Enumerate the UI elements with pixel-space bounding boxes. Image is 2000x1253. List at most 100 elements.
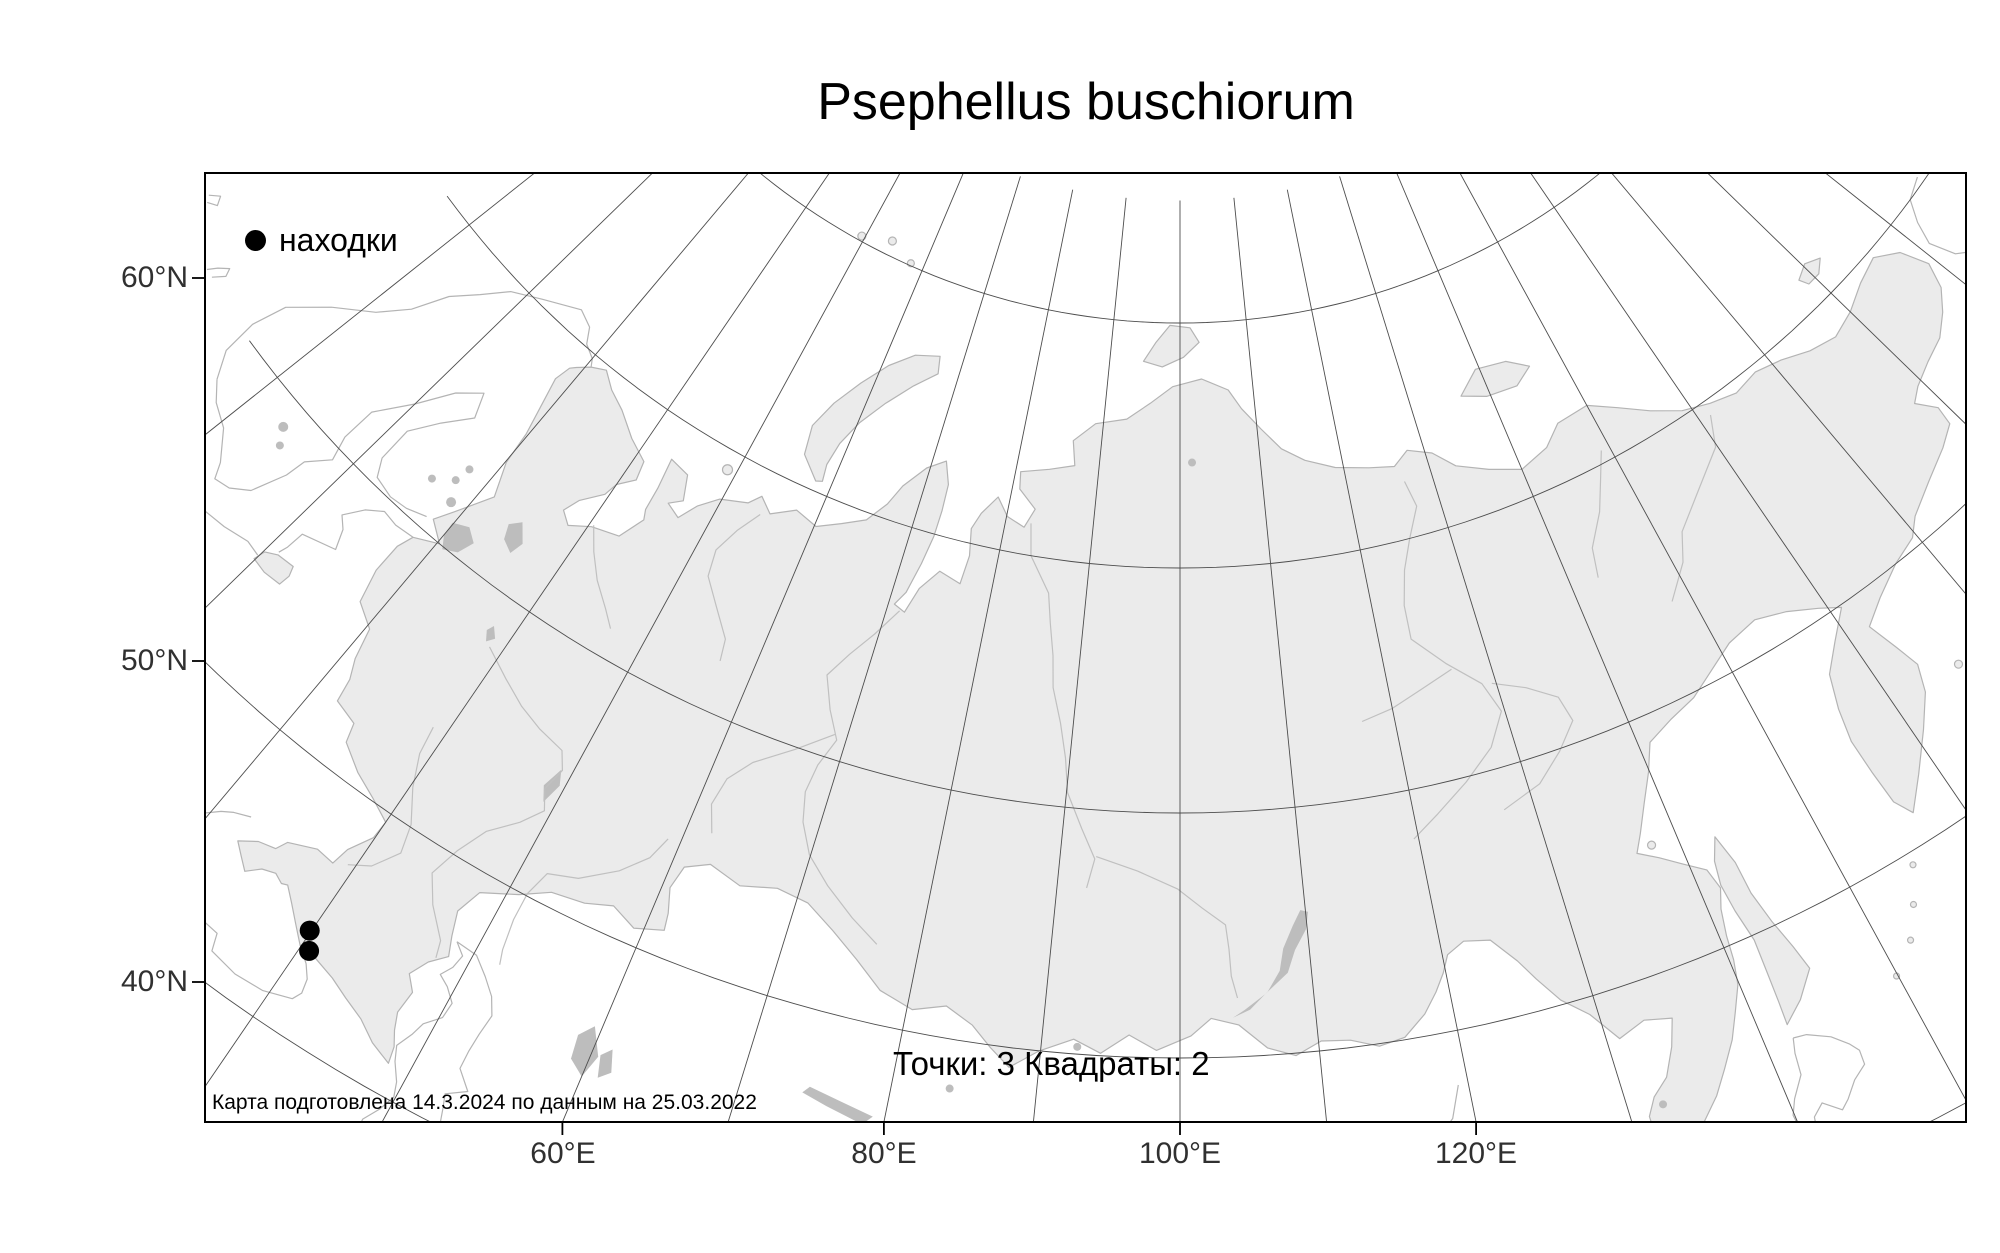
coastline [278,509,414,553]
lake [451,476,460,485]
lat-tick-label-60n: 60°N [120,261,188,294]
river [1591,450,1602,578]
occurrence-point [299,920,320,941]
legend-findings-dot-icon [245,230,266,251]
lake [278,421,289,432]
lake [442,522,474,553]
parallel-line [249,340,1966,814]
river [499,838,669,965]
parallel-line [446,173,1930,569]
island [887,236,898,246]
lat-tick-label-40n: 40°N [120,965,188,998]
coastline [205,510,259,556]
river [1491,682,1574,811]
lake [275,441,284,450]
lake [802,1086,873,1122]
meridian-line [1459,173,1966,1102]
island [1142,324,1200,368]
lake [945,1084,954,1093]
lake [597,1049,613,1078]
river [1361,668,1452,723]
coastline [207,194,222,207]
axis-ticks [192,277,1477,1135]
meridian-line [205,173,654,609]
island [1646,840,1657,850]
coastline [206,267,231,278]
meridian-line [1339,176,1633,1122]
occurrence-points-layer [299,920,320,961]
lake [504,522,523,553]
meridian-line [1706,173,1966,425]
meridian-line [381,173,901,1122]
lake [465,465,474,474]
lake [1188,458,1197,467]
meridian-line [1611,173,1966,595]
coastline [1792,1034,1866,1122]
coastline [1816,1134,1827,1208]
coastline [1634,1168,1674,1253]
lake [427,474,436,483]
occurrence-point [299,940,320,961]
meridian-line [727,176,1021,1122]
coastline [216,291,593,380]
coastline [205,810,252,818]
river [802,610,901,945]
stats-text: Точки: 3 Квадраты: 2 [893,1045,1210,1082]
neighbor-outlines-layer [205,176,1966,1253]
island [1906,936,1915,944]
parallel-line [759,173,1601,324]
coastline [1828,1135,1856,1174]
coastline [205,921,308,1000]
meridian-line [1233,197,1328,1122]
lon-tick-label-100e: 100°E [1138,1137,1222,1170]
island [253,551,294,585]
island [1953,659,1964,669]
lake [446,497,457,508]
meridian-line [883,189,1074,1122]
river [707,514,761,662]
meridian-line [205,173,536,436]
lakes-layer [275,421,1668,1122]
meridian-line [1396,173,1799,1122]
russia-landmass [237,251,1951,1122]
island [1460,360,1531,397]
island [1909,861,1917,869]
island [857,231,867,241]
lake [571,1026,599,1077]
lake [1073,1042,1082,1051]
river [1096,856,1239,999]
lake [543,769,562,802]
meridian-line [561,173,964,1122]
lake [1232,910,1308,1018]
parallel-line [205,981,1966,1122]
lake [1659,1100,1668,1109]
island [803,354,941,482]
map-frame [204,172,1967,1123]
lon-tick-label-60e: 60°E [530,1137,596,1170]
meridian-line [1286,189,1477,1122]
coastline [360,941,493,1122]
island [1909,900,1918,909]
rivers-layer [347,414,1717,999]
lon-tick-label-120e: 120°E [1434,1137,1518,1170]
lon-tick-label-80e: 80°E [851,1137,917,1170]
legend-findings-label: находки [279,222,398,258]
meridian-line [205,173,830,1088]
page-title: Psephellus buschiorum [817,73,1355,131]
map-prepared-caption: Карта подготовлена 14.3.2024 по данным н… [212,1091,757,1114]
island [1798,257,1821,285]
river [710,733,836,834]
coastline [214,379,485,518]
coastline [1909,176,1966,255]
river [347,726,434,867]
parallel-line [205,661,1966,1059]
meridian-line [1530,173,1966,811]
river [593,525,612,629]
lake [486,626,496,642]
meridian-line [205,173,749,820]
river [1030,523,1096,889]
